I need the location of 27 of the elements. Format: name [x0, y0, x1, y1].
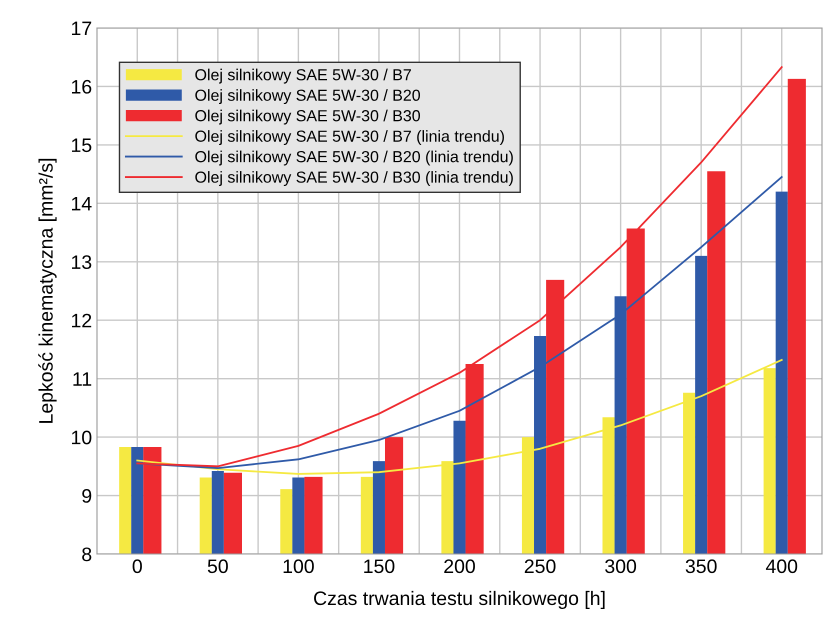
x-tick-label: 200	[444, 559, 475, 574]
y-tick-label: 14	[72, 197, 92, 210]
legend-label: Olej silnikowy SAE 5W-30 / B7	[195, 68, 411, 84]
x-tick-label: 300	[605, 559, 636, 574]
y-tick-label: 10	[72, 430, 92, 444]
x-tick-label: 350	[686, 559, 717, 574]
x-axis-title: Czas trwania testu silnikowego [h]	[314, 590, 605, 609]
legend-label: Olej silnikowy SAE 5W-30 / B7 (linia trendu)	[195, 130, 504, 145]
y-tick-label: 12	[72, 314, 92, 328]
y-tick-label: 11	[73, 372, 92, 386]
y-tick-label: 16	[72, 80, 92, 94]
legend-label: Olej silnikowy SAE 5W-30 / B30	[195, 110, 420, 125]
y-tick-label: 13	[72, 255, 92, 270]
x-tick-label: 100	[284, 559, 314, 574]
legend-label: Olej silnikowy SAE 5W-30 / B30 (linia trendu)	[195, 171, 513, 186]
y-tick-label: 17	[72, 22, 92, 36]
y-tick-label: 15	[72, 138, 92, 152]
y-tick-label: 8	[82, 547, 92, 562]
legend-label: Olej silnikowy SAE 5W-30 / B20	[195, 89, 420, 104]
x-tick-label: 400	[766, 559, 798, 574]
y-tick-label: 9	[82, 489, 92, 503]
y-axis-title: Lepkość kinematyczna [mm²/s]	[38, 158, 57, 423]
x-tick-label: 250	[524, 559, 556, 574]
legend-label: Olej silnikowy SAE 5W-30 / B20 (linia trendu)	[195, 150, 513, 166]
x-tick-label: 50	[208, 559, 228, 574]
x-tick-label: 0	[132, 559, 142, 574]
x-tick-label: 150	[364, 559, 394, 574]
